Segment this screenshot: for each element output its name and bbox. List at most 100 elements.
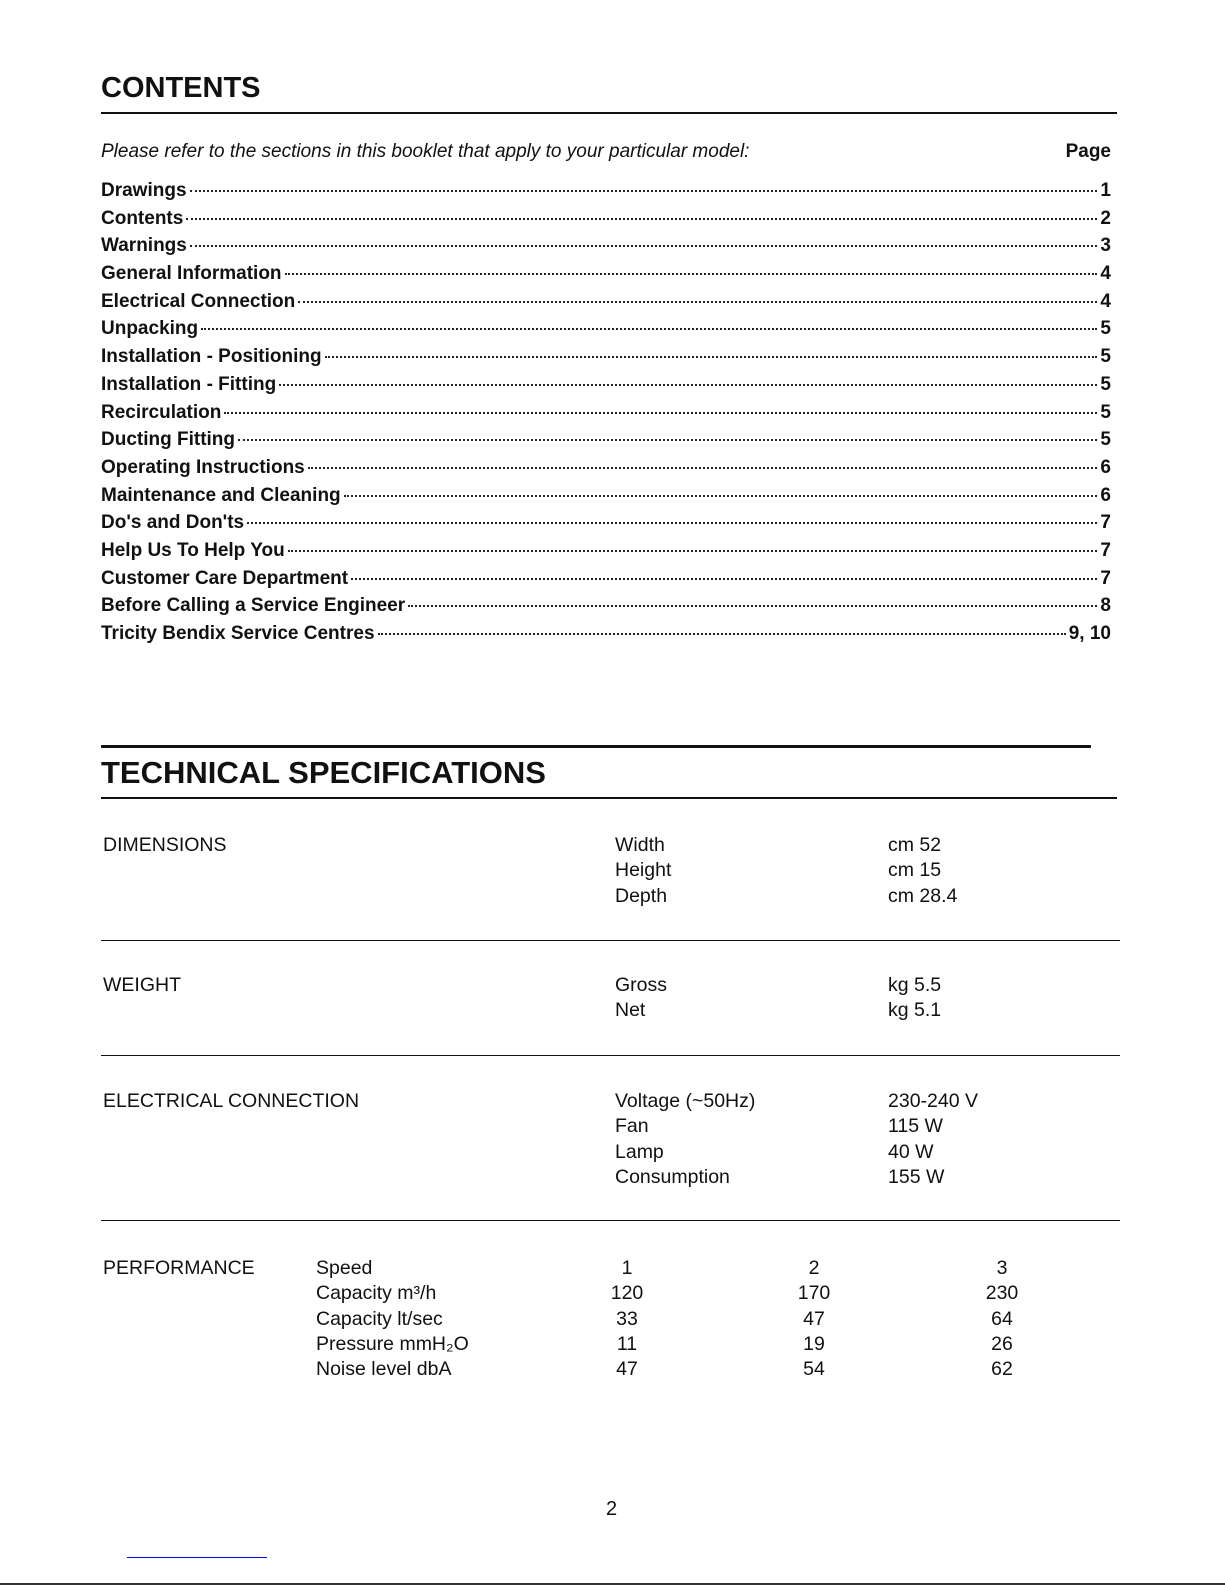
toc-entry: Before Calling a Service Engineer 8 (101, 595, 1111, 623)
toc-label: Operating Instructions (101, 456, 305, 478)
weight-heading: WEIGHT (103, 974, 181, 996)
toc-label: Tricity Bendix Service Centres (101, 623, 375, 644)
dot-leader (189, 245, 1098, 248)
performance-label: Noise level dbA (316, 1358, 452, 1381)
toc-page: 5 (1100, 346, 1111, 368)
toc-entry: Installation - Fitting 5 (101, 374, 1111, 402)
spec-label: Gross (615, 974, 668, 996)
divider (101, 940, 1120, 941)
dot-leader (408, 605, 1098, 608)
toc-entry: Recirculation 5 (101, 402, 1111, 430)
toc-label: Maintenance and Cleaning (101, 484, 341, 506)
toc-page: 7 (1100, 512, 1111, 534)
toc-label: Recirculation (101, 401, 222, 423)
toc-page: 5 (1100, 401, 1111, 423)
toc-entry: Electrical Connection 4 (101, 291, 1111, 319)
spec-value: 155 W (888, 1165, 945, 1188)
page-column-header: Page (1065, 141, 1111, 162)
spec-value: kg 5.1 (888, 999, 942, 1022)
toc-entry: Installation - Positioning 5 (101, 346, 1111, 374)
toc-page: 5 (1100, 318, 1111, 340)
dot-leader (238, 439, 1098, 442)
toc-entry: General Information 4 (101, 263, 1111, 291)
electrical-heading: ELECTRICAL CONNECTION (103, 1090, 360, 1112)
spec-value: 115 W (888, 1115, 943, 1138)
toc-entry: Ducting Fitting 5 (101, 429, 1111, 457)
toc-label: Warnings (101, 235, 187, 257)
toc-page: 5 (1100, 373, 1111, 395)
toc-page: 4 (1100, 290, 1111, 312)
toc-page: 3 (1100, 235, 1111, 257)
toc-page: 2 (1100, 207, 1111, 229)
page-number: 2 (606, 1498, 618, 1520)
dot-leader (224, 411, 1098, 414)
toc-label: Help Us To Help You (101, 539, 285, 561)
divider (101, 745, 1091, 748)
performance-value: 2 (808, 1257, 820, 1279)
performance-value: 11 (616, 1332, 638, 1355)
spec-value: 230-240 V (888, 1090, 978, 1112)
link-underline (127, 1557, 267, 1558)
toc-label: Customer Care Department (101, 567, 349, 589)
divider (101, 1220, 1120, 1221)
performance-label: Capacity m³/h (316, 1282, 437, 1305)
toc-entry: Unpacking 5 (101, 318, 1111, 346)
toc-entry: Help Us To Help You 7 (101, 540, 1111, 568)
dot-leader (186, 217, 1098, 220)
toc-page: 7 (1100, 539, 1111, 561)
specs-title: TECHNICAL SPECIFICATIONS (101, 755, 546, 790)
toc-label: Installation - Fitting (101, 373, 277, 395)
dot-leader (324, 356, 1098, 359)
toc-page: 8 (1100, 595, 1111, 617)
dot-leader (307, 466, 1098, 469)
dot-leader (284, 273, 1098, 276)
performance-label: Pressure mmH₂O (316, 1332, 469, 1355)
performance-value: 1 (621, 1257, 633, 1279)
toc-label: Ducting Fitting (101, 429, 236, 451)
spec-value: kg 5.5 (888, 974, 942, 996)
performance-value: 230 (985, 1282, 1019, 1305)
performance-value: 47 (616, 1358, 638, 1381)
dot-leader (279, 383, 1098, 386)
divider (101, 1055, 1120, 1056)
toc-page: 9, 10 (1068, 623, 1111, 644)
performance-value: 54 (803, 1358, 825, 1381)
spec-label: Consumption (615, 1165, 730, 1188)
spec-label: Lamp (615, 1140, 664, 1163)
toc-entry: Maintenance and Cleaning 6 (101, 485, 1111, 513)
contents-intro: Please refer to the sections in this boo… (101, 141, 1111, 163)
performance-value: 62 (991, 1358, 1013, 1381)
performance-value: 120 (610, 1282, 644, 1305)
dot-leader (377, 633, 1066, 635)
performance-value: 3 (996, 1257, 1008, 1279)
performance-value: 64 (991, 1307, 1013, 1330)
spec-value: cm 15 (888, 859, 942, 882)
toc-page: 5 (1100, 429, 1111, 451)
dot-leader (201, 328, 1098, 331)
toc-label: Contents (101, 207, 184, 229)
spec-label: Height (615, 859, 672, 882)
table-of-contents: Drawings 1 Contents 2 Warnings 3 General Infor… (101, 180, 1111, 651)
toc-page: 4 (1100, 263, 1111, 285)
toc-entry: Tricity Bendix Service Centres 9, 10 (101, 623, 1111, 651)
toc-label: Drawings (101, 180, 187, 201)
dot-leader (287, 549, 1098, 552)
performance-value: 33 (616, 1307, 638, 1330)
spec-label: Net (615, 999, 646, 1022)
dimensions-heading: DIMENSIONS (103, 834, 227, 856)
toc-entry: Customer Care Department 7 (101, 568, 1111, 596)
intro-text: Please refer to the sections in this boo… (101, 141, 750, 162)
performance-heading: PERFORMANCE (103, 1257, 255, 1279)
toc-label: Unpacking (101, 318, 199, 340)
performance-value: 170 (797, 1282, 831, 1305)
performance-label: Speed (316, 1257, 373, 1279)
performance-value: 19 (803, 1332, 825, 1355)
toc-label: Before Calling a Service Engineer (101, 595, 406, 617)
spec-value: cm 28.4 (888, 884, 958, 907)
spec-value: cm 52 (888, 834, 942, 856)
toc-entry: Do's and Don'ts 7 (101, 512, 1111, 540)
toc-entry: Operating Instructions 6 (101, 457, 1111, 485)
toc-entry: Warnings 3 (101, 235, 1111, 263)
toc-label: General Information (101, 263, 282, 285)
